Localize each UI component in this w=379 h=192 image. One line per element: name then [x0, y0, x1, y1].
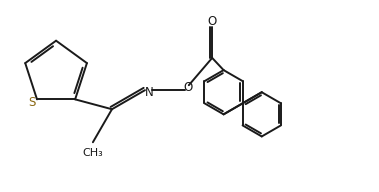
Text: CH₃: CH₃ [83, 148, 103, 158]
Text: S: S [29, 96, 36, 109]
Text: N: N [145, 86, 154, 98]
Text: O: O [183, 81, 192, 94]
Text: O: O [208, 15, 217, 28]
